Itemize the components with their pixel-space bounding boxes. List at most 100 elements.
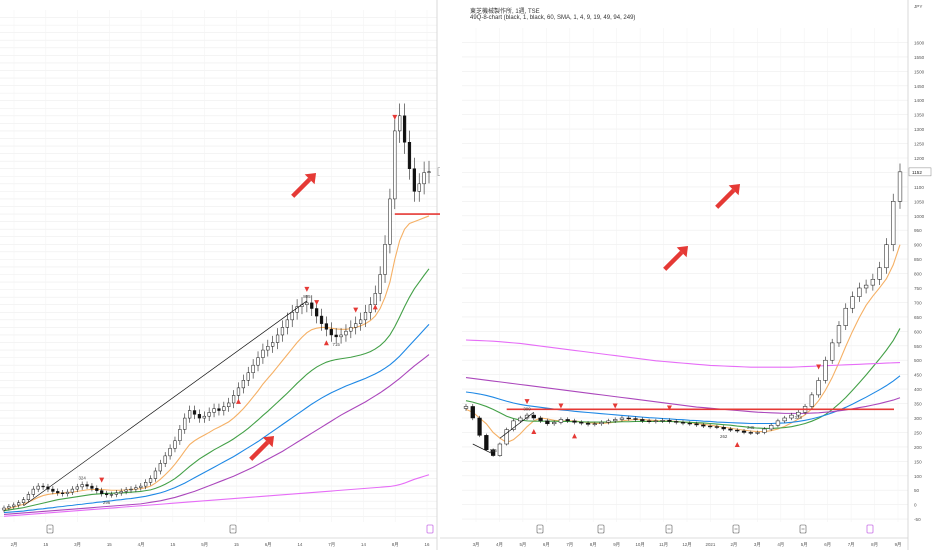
y-tick-label: 1450 [914,84,925,89]
left-chart-panel[interactable]: 2402602803003203403603804004204404604805… [0,0,461,550]
price-annotation: 165 [489,448,497,453]
candle-body [477,417,482,436]
candle-body [707,425,713,428]
y-tick-label: 700 [914,300,922,305]
x-tick-label: 8月 [871,542,878,548]
y-tick-label: 1050 [914,199,925,204]
last-price-label: 1152 [912,170,922,175]
candle-body [412,168,416,192]
y-tick-label: 450 [914,373,922,378]
x-tick-label: 14 [361,542,366,547]
signal-triangle [734,442,740,447]
candle-body [75,486,79,490]
left-chart-svg[interactable]: 2402602803003203403603804004204404604805… [0,0,461,550]
price-annotation: 715 [333,342,341,347]
price-annotation: 324 [78,476,86,481]
candle-body [680,422,686,424]
right-chart-svg[interactable]: -50 0 50 100 150 200 250 300 350 400 450 500 550 600 6… [440,0,932,550]
candle-body [329,329,333,336]
candle-body [358,319,363,324]
candle-body [653,420,659,422]
candle-body [285,319,289,328]
candle-body [173,440,177,449]
candle-body [222,406,226,411]
candle-body [789,414,794,419]
signal-triangle [99,477,105,483]
candle-body [139,485,143,488]
y-tick-label: 1500 [914,69,925,74]
candle-body [417,183,421,192]
price-annotation: 309 [523,406,531,411]
moving-average-line [3,268,430,512]
candle-body [85,484,89,487]
candle-body [183,417,187,430]
signal-triangle [612,403,618,409]
candle-body [65,491,70,494]
candle-body [552,422,557,425]
candle-body [504,429,509,445]
candle-body [124,489,128,492]
candle-body [266,346,270,351]
x-tick-label: 12月 [682,542,691,548]
y-tick-label: 900 [914,243,922,248]
candle-body [158,463,162,472]
y-tick-label: 750 [914,286,922,291]
y-tick-label: 650 [914,315,922,320]
candle-body [694,423,699,426]
x-tick-label: 2021 [706,542,716,547]
x-tick-label: 15 [170,542,175,547]
candle-body [619,417,625,420]
x-tick-label: 6月 [824,542,831,548]
candle-body [349,327,353,332]
candle-body [61,492,65,494]
candle-body [36,485,40,490]
candle-body [782,417,787,422]
trend-arrow-icon [663,245,689,271]
x-tick-label: 6月 [543,542,550,548]
candle-body [378,274,382,294]
candle-body [728,428,733,431]
candle-body [687,422,692,425]
candle-body [891,201,896,245]
candle-body [579,422,584,424]
candle-body [398,115,402,132]
y-tick-label: 1350 [914,113,925,118]
trend-arrow-icon [715,183,741,209]
candle-body [231,395,236,404]
candle-body [755,432,760,434]
candle-body [558,419,564,423]
candle-body [197,414,202,419]
price-annotation: 262 [720,434,728,439]
x-tick-label: 7月 [566,542,573,548]
trendline [472,443,494,455]
candle-body [207,412,211,417]
y-axis-unit: JPY [914,4,922,9]
candle-body [344,330,348,336]
candle-body [295,306,299,313]
y-tick-label: 1200 [914,156,925,161]
candle-body [383,244,387,275]
candle-body [585,422,591,425]
x-tick-label: 3月 [74,542,81,548]
price-annotation: 805 [303,294,311,299]
signal-triangle [235,398,241,404]
x-tick-label: 4月 [777,542,784,548]
candle-body [714,426,720,428]
dividend-marker-icon [866,524,874,534]
right-chart-panel[interactable]: 東芝機械製作所, 1週, TSE 49Q-8-chart (black, 1, … [440,0,932,550]
x-tick-label: 15 [107,542,112,547]
y-tick-label: 850 [914,257,922,262]
candle-body [368,304,372,313]
candle-body [202,415,206,419]
x-tick-label: 7月 [328,542,335,548]
chart-title: 東芝機械製作所, 1週, TSE [470,9,540,15]
candle-body [721,426,726,430]
x-tick-label: 5月 [519,542,526,548]
candle-body [100,490,104,494]
candle-body [877,267,882,280]
candle-body [315,308,319,317]
candle-body [319,315,324,324]
y-tick-label: 200 [914,445,922,450]
x-tick-label: 15 [234,542,239,547]
